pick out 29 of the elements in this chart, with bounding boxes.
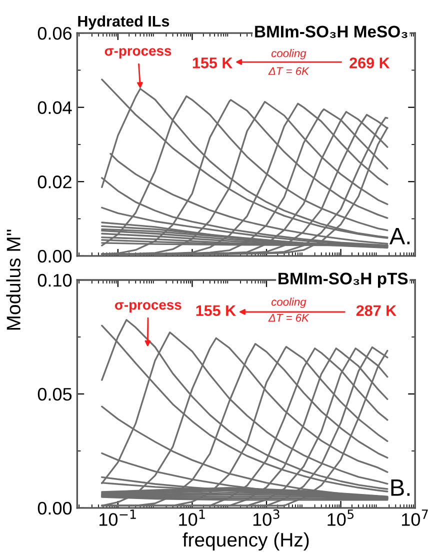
annotation: cooling (271, 49, 306, 60)
annotation: 155 K (196, 305, 236, 316)
y-tick-label: 0.00 (38, 502, 72, 515)
y-tick-label: 0.10 (38, 274, 72, 287)
annotation: ΔT = 6K (268, 314, 310, 322)
annotation: cooling (271, 298, 306, 308)
annotation: σ-process (114, 302, 182, 312)
x-tick-label: 10$^{5}$ (328, 510, 354, 526)
annotation: 155 K (192, 58, 233, 68)
x-axis-title: frequency (Hz) (182, 532, 309, 551)
chart-subtitle: BMIm-SO₃H MeSO₃ (255, 26, 408, 38)
y-tick-label: 0.05 (38, 388, 72, 401)
chart-title: Hydrated ILs (78, 15, 170, 30)
x-tick-label: 10$^{3}$ (253, 509, 280, 526)
annotation: A. (389, 228, 410, 244)
annotation: 287 K (356, 305, 396, 316)
y-tick-label: 0.04 (38, 101, 72, 114)
x-tick-label: 10$^{1}$ (179, 510, 205, 526)
x-tick-label: 10$^{−1}$ (100, 510, 136, 526)
annotation: σ-process (104, 48, 172, 58)
y-tick-label: 0.00 (38, 250, 72, 263)
chart-subtitle: BMIm-SO₃H pTS (278, 272, 408, 288)
y-tick-label: 0.06 (38, 26, 72, 40)
annotation: ΔT = 6K (268, 67, 310, 76)
annotation: 269 K (350, 58, 390, 68)
y-tick-label: 0.02 (38, 176, 72, 188)
x-tick-label: 10$^{7}$ (402, 510, 428, 526)
y-axis-title: Modulus M'' (6, 230, 20, 330)
annotation: B. (391, 480, 410, 496)
